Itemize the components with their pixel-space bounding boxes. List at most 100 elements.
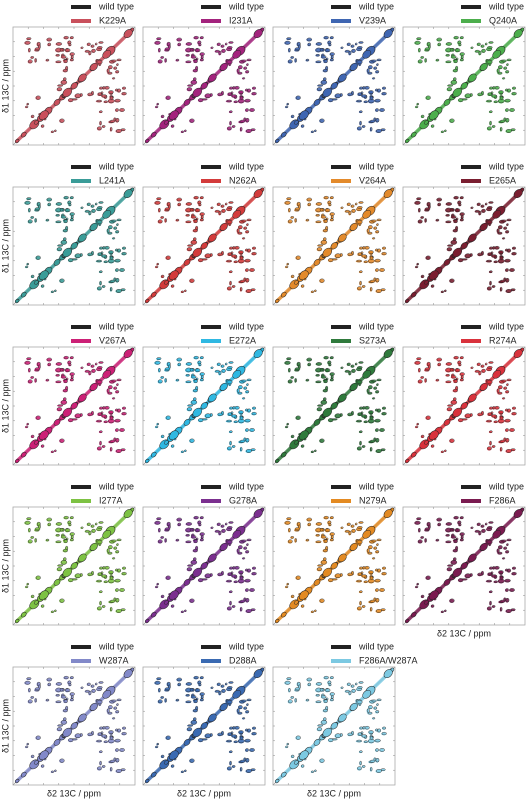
peak-wild-type [116, 58, 122, 61]
peak-wild-type [376, 63, 379, 66]
peak-wild-type [286, 357, 292, 360]
peak-wild-type [112, 397, 116, 400]
peak-wild-type [59, 207, 64, 212]
peak-wild-type [415, 105, 419, 108]
peak-wild-type [229, 406, 234, 410]
peak-wild-type [99, 270, 103, 273]
peak-wild-type [63, 548, 68, 553]
peak-wild-type [109, 416, 114, 420]
peak [15, 618, 20, 624]
peak-wild-type [506, 383, 509, 386]
peak [443, 419, 451, 426]
peak-wild-type [220, 204, 225, 208]
peak-wild-type [229, 566, 234, 570]
peak [34, 120, 39, 125]
peak [183, 99, 191, 106]
peak-wild-type [451, 375, 457, 379]
peak-wild-type [505, 408, 509, 412]
peak-wild-type [491, 254, 497, 258]
legend-swatch [71, 179, 91, 183]
peak-wild-type [374, 578, 381, 583]
peak-wild-type [158, 47, 161, 53]
peak-wild-type [418, 219, 423, 224]
peak-wild-type [303, 118, 307, 121]
peak-wild-type [286, 37, 292, 40]
peak-wild-type [285, 265, 289, 268]
peak [20, 291, 27, 298]
peak-wild-type [101, 574, 107, 578]
legend-label: I277A [99, 495, 123, 505]
peak-wild-type [55, 60, 62, 63]
peak-wild-type [45, 378, 50, 382]
peak-wild-type [317, 84, 324, 87]
peak-wild-type [461, 98, 468, 101]
peak-wild-type [480, 364, 485, 368]
peak [62, 247, 72, 258]
peak-wild-type [115, 609, 122, 613]
peak-wild-type [487, 206, 493, 209]
peak-wild-type [368, 250, 374, 254]
peak-wild-type [458, 203, 462, 207]
peak-wild-type [511, 91, 517, 96]
peak [294, 440, 299, 445]
peak-wild-type [186, 362, 193, 366]
peak [280, 611, 287, 618]
peak-wild-type [414, 40, 421, 45]
peak-wild-type [370, 286, 373, 292]
peak [280, 291, 287, 298]
peak-wild-type [115, 428, 119, 432]
peak-wild-type [165, 367, 171, 371]
peak-wild-type [453, 219, 458, 223]
peak-wild-type [55, 213, 60, 217]
peak-wild-type [69, 372, 75, 376]
peak-wild-type [113, 546, 118, 550]
peak-wild-type [321, 55, 327, 59]
peak-wild-type [415, 425, 419, 428]
peak-wild-type [323, 355, 329, 360]
peak-wild-type [35, 367, 41, 371]
peak-wild-type [168, 364, 171, 369]
peak-wild-type [189, 278, 195, 283]
peak-wild-type [189, 367, 194, 372]
peak-wild-type [367, 551, 373, 555]
peak-wild-type [204, 253, 212, 259]
peak-wild-type [288, 59, 293, 64]
peak-wild-type [373, 117, 377, 122]
peak-wild-type [245, 449, 252, 453]
peak-wild-type [108, 545, 113, 549]
peak-wild-type [70, 218, 74, 222]
peak-wild-type [489, 110, 493, 113]
peak-wild-type [323, 379, 328, 383]
peak-wild-type [243, 226, 248, 230]
peak [219, 222, 228, 231]
peak-wild-type [164, 218, 167, 223]
peak [89, 222, 98, 231]
peak-wild-type [505, 230, 510, 234]
peak-wild-type [70, 516, 74, 519]
peak-wild-type [453, 228, 458, 233]
peak-wild-type [356, 219, 363, 225]
peak-wild-type [57, 407, 63, 412]
peak-wild-type [101, 414, 107, 418]
peak-wild-type [60, 239, 68, 245]
legend-label-wild-type: wild type [488, 321, 524, 331]
peak-wild-type [96, 419, 103, 423]
peak-wild-type [358, 361, 364, 364]
peak-wild-type [509, 268, 515, 272]
peak-wild-type [199, 372, 205, 376]
peak-wild-type [373, 386, 378, 390]
peak-wild-type [90, 44, 95, 48]
peak-wild-type [477, 362, 481, 366]
peak [313, 579, 321, 586]
peak-wild-type [323, 35, 329, 40]
peak-wild-type [115, 70, 120, 74]
peak-wild-type [65, 48, 71, 53]
peak [219, 542, 228, 551]
peak [200, 562, 208, 570]
peak-wild-type [225, 522, 228, 526]
peak-wild-type [331, 98, 338, 101]
peak-wild-type [307, 42, 312, 47]
peak [468, 73, 477, 83]
peak-wild-type [358, 201, 364, 204]
peak-wild-type [372, 237, 376, 240]
